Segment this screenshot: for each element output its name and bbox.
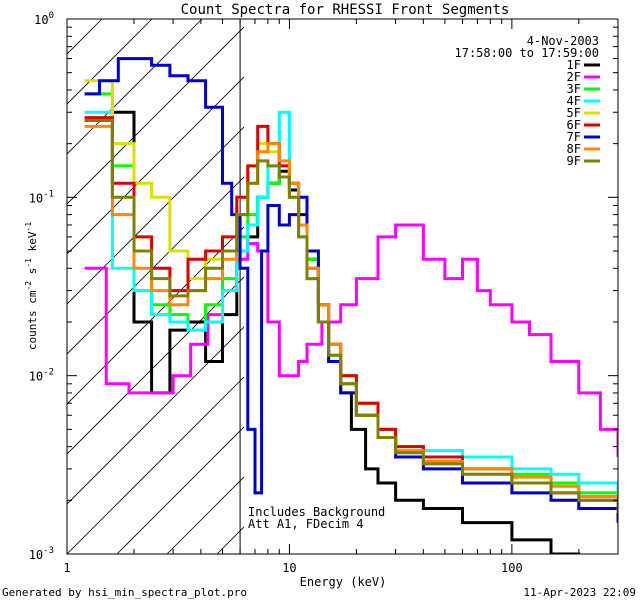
legend-label: 9F [567,154,581,168]
legend-label: 8F [567,142,581,156]
y-tick-label: 10-2 [29,368,54,384]
hatch-line [67,19,103,55]
x-axis-ticks: 10 100 [66,19,619,575]
legend-label: 6F [567,118,581,132]
hatch-line [67,376,244,554]
generator-credit: Generated by hsi_min_spectra_plot.pro [2,586,247,599]
x-axis-label: Energy (keV) [300,575,387,589]
legend-label: 2F [567,70,581,84]
legend-label: 1F [567,58,581,72]
render-timestamp: 11-Apr-2023 22:09 [523,586,636,599]
series-line-7F [84,57,618,523]
x-tick-label: 100 [501,561,523,575]
hatch-line [67,19,153,105]
series-line-1F [84,110,581,554]
y-tick-label: 10-3 [29,546,54,562]
plot-frame [66,18,619,555]
hatch-line [67,26,244,205]
x-axis-corner-label: 1 [63,561,70,575]
y-axis-ticks: 10-3 10-2 10-1 100 [29,11,618,562]
y-axis-label: counts cm-2 s-1 keV-1 [24,222,39,350]
legend-label: 5F [567,106,581,120]
y-tick-label: 100 [34,11,54,27]
series-line-9F [84,118,618,513]
series-layer [84,57,618,554]
background-annotation: Includes Background [248,505,385,519]
time-range-label: 17:58:00 to 17:59:00 [455,46,600,60]
hatch-line [617,19,640,554]
y-tick-label: 10-1 [29,189,54,205]
legend-label: 4F [567,94,581,108]
hatch-line [116,426,244,554]
hatch-line [0,19,2,554]
legend-label: 7F [567,130,581,144]
attenuator-annotation: Att A1, FDecim 4 [248,517,364,531]
hatch-line [67,276,244,455]
hatch-line [67,226,244,405]
date-label: 4-Nov-2003 [527,34,599,48]
hatch-line [267,19,640,554]
chart-title: Count Spectra for RHESSI Front Segments [181,2,510,18]
x-tick-label: 10 [282,561,296,575]
hatch-line [67,126,244,305]
legend-label: 3F [567,82,581,96]
series-line-3F [84,92,618,501]
series-line-8F [84,124,618,509]
series-line-6F [84,116,618,509]
hatch-line [67,326,244,505]
hatch-line [67,176,244,355]
